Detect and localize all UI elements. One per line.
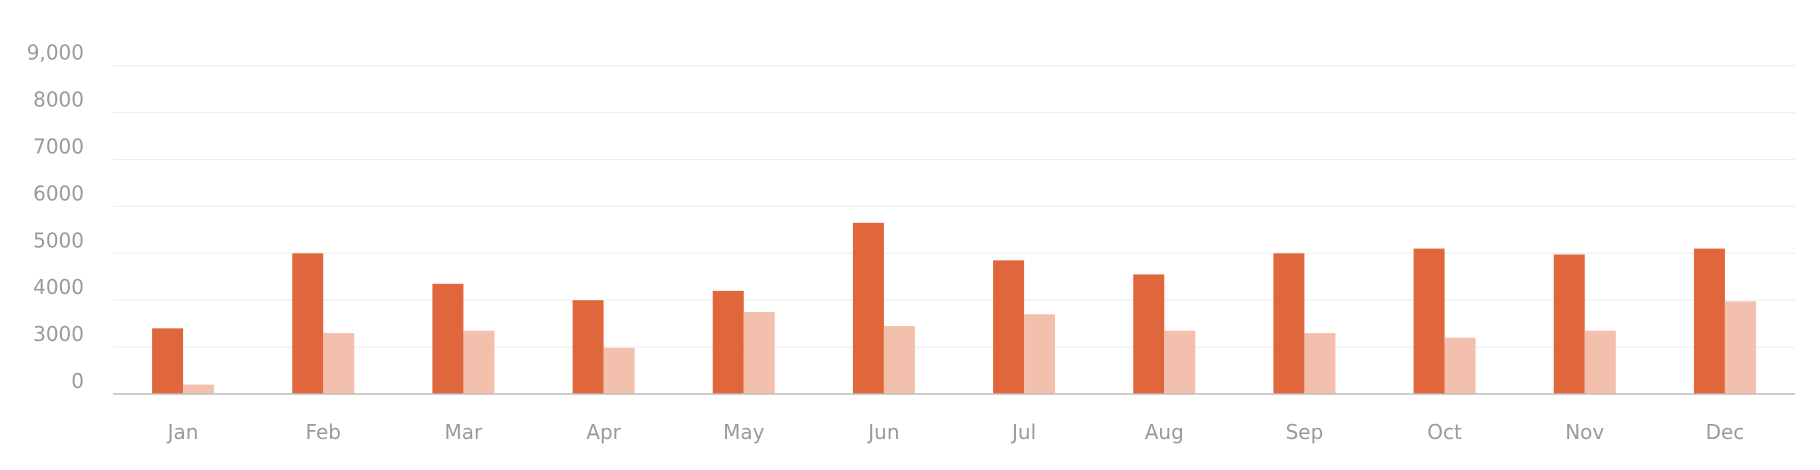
x-tick-label: Apr	[586, 420, 621, 444]
x-tick-label: Jul	[1010, 420, 1036, 444]
x-tick-label: Jan	[166, 420, 199, 444]
x-tick-label: Mar	[445, 420, 484, 444]
y-tick-label: 9,000	[27, 41, 84, 65]
y-tick-label: 7000	[33, 135, 84, 159]
x-tick-label: Oct	[1427, 420, 1462, 444]
bar-series-1-oct	[1413, 248, 1445, 394]
x-tick-label: Jun	[866, 420, 899, 444]
bar-series-1-feb	[292, 253, 324, 394]
x-tick-label: Dec	[1706, 420, 1745, 444]
x-tick-label: Sep	[1286, 420, 1324, 444]
bar-series-2-oct	[1444, 337, 1476, 394]
bar-series-1-sep	[1273, 253, 1305, 394]
bar-series-1-mar	[432, 283, 464, 394]
bar-series-2-apr	[603, 347, 635, 394]
bar-series-2-sep	[1304, 333, 1336, 394]
x-tick-label: Nov	[1565, 420, 1604, 444]
bar-series-2-jul	[1024, 314, 1056, 394]
x-axis-labels: Jan Feb Mar Apr May Jun Jul Aug Sep Oct Nov Dec	[166, 420, 1745, 444]
bar-series-1-nov	[1553, 254, 1585, 394]
bar-series-2-nov	[1584, 330, 1616, 394]
bar-series-1-jun	[852, 222, 884, 394]
bar-series-2-mar	[463, 330, 495, 394]
x-tick-label: Feb	[306, 420, 341, 444]
gridlines	[113, 65, 1795, 348]
y-tick-label: 3000	[33, 322, 84, 346]
bar-series-1-jul	[993, 260, 1025, 394]
bar-series-2-dec	[1724, 301, 1756, 394]
bars	[152, 222, 1756, 394]
y-tick-label: 6000	[33, 181, 84, 205]
bar-series-2-jun	[883, 325, 915, 394]
y-tick-label: 0	[71, 369, 84, 393]
bar-series-1-jan	[152, 328, 184, 394]
y-tick-label: 4000	[33, 275, 84, 299]
y-tick-label: 8000	[33, 88, 84, 112]
bar-series-2-feb	[323, 333, 355, 394]
y-axis-ticks: 0 3000 4000 5000 6000 7000 8000 9,000	[27, 41, 84, 393]
bar-series-2-may	[743, 311, 775, 394]
bar-series-1-aug	[1133, 274, 1165, 394]
x-tick-label: May	[723, 420, 765, 444]
bar-series-1-dec	[1693, 248, 1725, 394]
x-tick-label: Aug	[1145, 420, 1184, 444]
bar-series-2-aug	[1164, 330, 1196, 394]
bar-series-2-jan	[183, 384, 215, 394]
bar-series-1-may	[712, 290, 744, 394]
bar-series-1-apr	[572, 300, 604, 394]
y-tick-label: 5000	[33, 228, 84, 252]
